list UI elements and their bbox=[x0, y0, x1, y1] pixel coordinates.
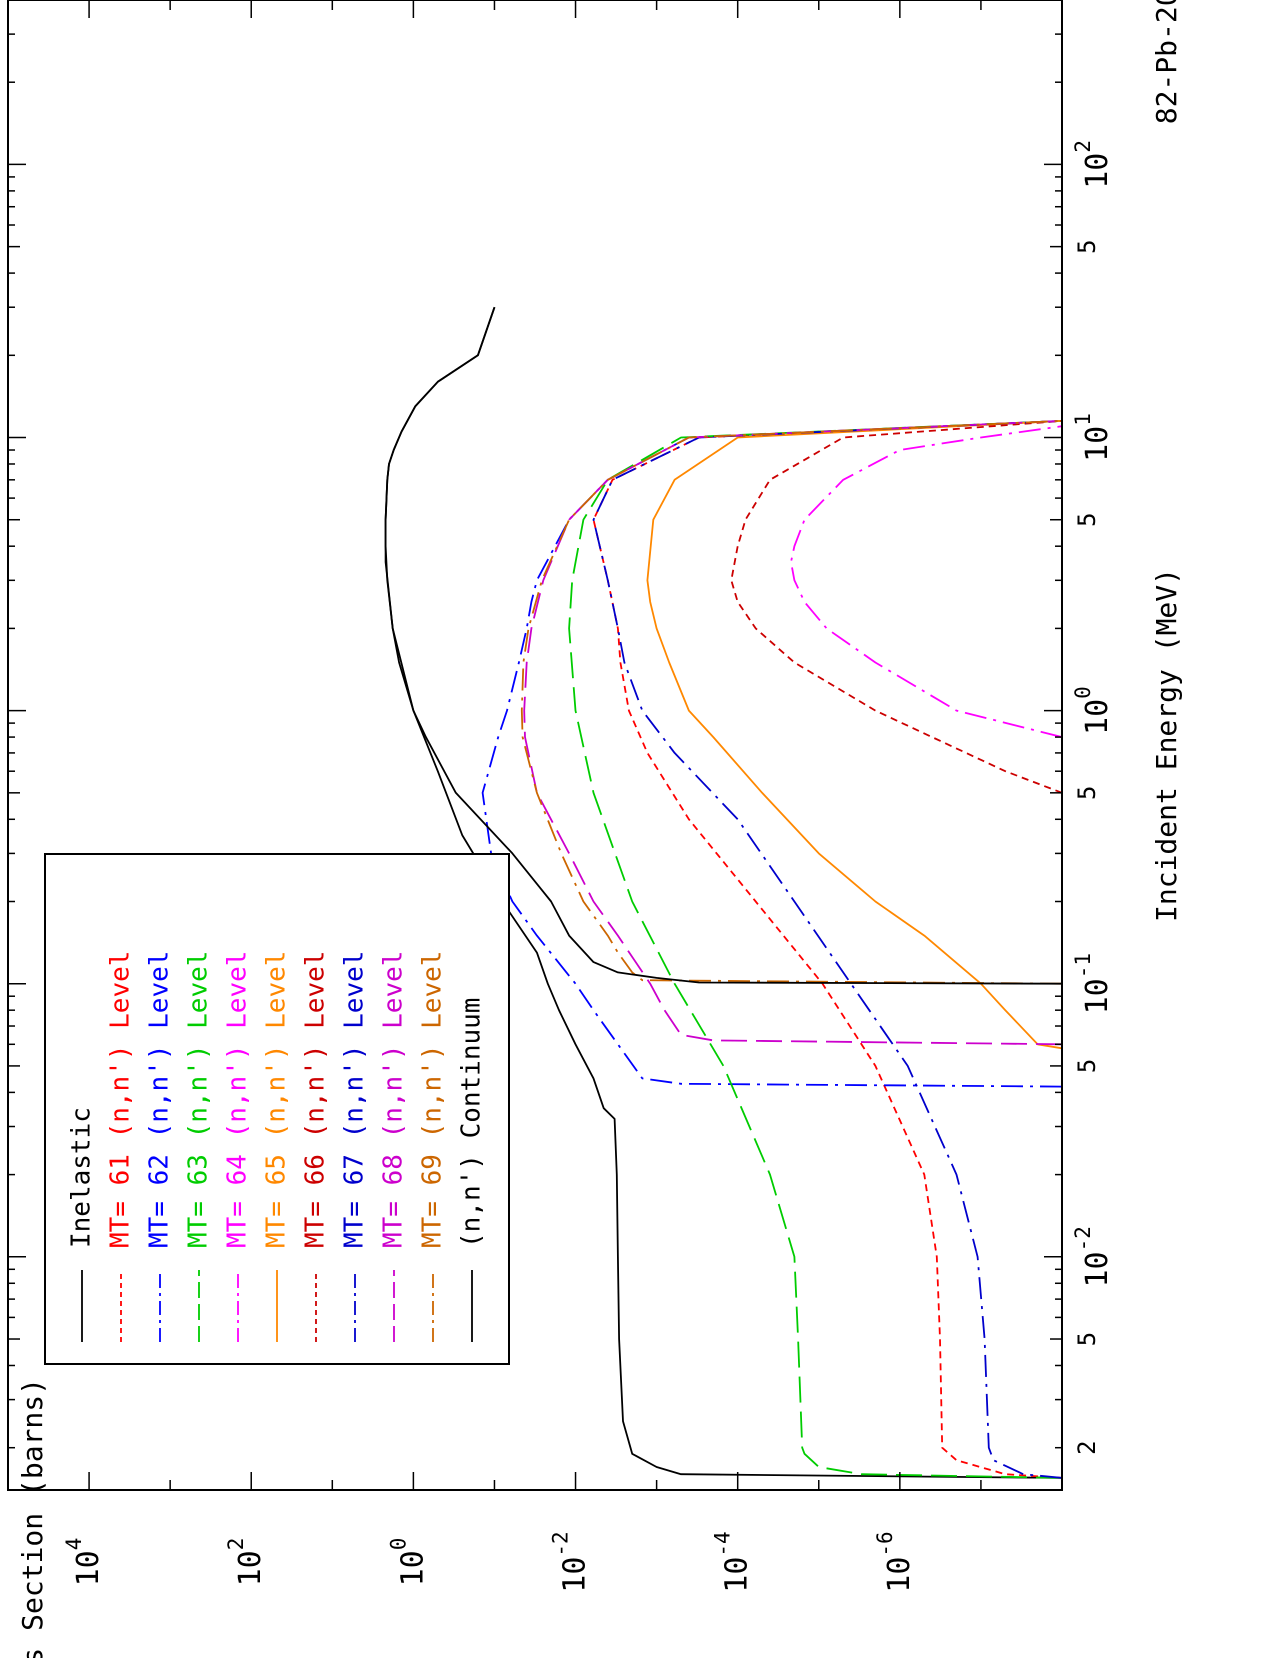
series-layer bbox=[384, 306, 1062, 1479]
y-tick-label: 100 bbox=[386, 1538, 430, 1587]
legend-entry-label: MT= 63 (n,n') Level bbox=[184, 951, 214, 1248]
x-tick-label: 2 bbox=[1073, 1440, 1101, 1454]
x-tick-label: 5 bbox=[1073, 239, 1101, 253]
text-layer: 2 5 10-2 5 10-1 5 100 5 101 5 102 104 102 100 10-2 10-4… bbox=[16, 0, 1183, 1658]
y-tick-label: 10-4 bbox=[711, 1531, 755, 1592]
legend-entry-label: MT= 65 (n,n') Level bbox=[262, 951, 292, 1248]
series-line-10 bbox=[520, 420, 1062, 985]
legend: Inelastic MT= 61 (n,n') Level MT= 62 (n,n'… bbox=[44, 853, 510, 1365]
series-line-9 bbox=[523, 420, 1062, 1046]
material-label: 82-Pb-202m bbox=[1150, 0, 1183, 124]
series-line-2 bbox=[592, 420, 1062, 1479]
x-tick-label: 5 bbox=[1073, 1332, 1101, 1346]
legend-entry-label: MT= 64 (n,n') Level bbox=[223, 951, 253, 1248]
legend-entry-label: MT= 67 (n,n') Level bbox=[340, 951, 370, 1248]
series-line-3 bbox=[481, 420, 1062, 1088]
series-line-7 bbox=[730, 420, 1062, 794]
legend-entry-label: Inelastic bbox=[67, 1107, 97, 1248]
y-axis-title: Cross Section (barns) bbox=[16, 1378, 49, 1658]
plot-border bbox=[7, 0, 1063, 1491]
legend-entry-label: MT= 62 (n,n') Level bbox=[145, 951, 175, 1248]
x-tick-label: 5 bbox=[1073, 1059, 1101, 1073]
y-tick-label: 10-2 bbox=[549, 1531, 593, 1592]
series-line-4 bbox=[568, 420, 1062, 1479]
x-tick-label: 10-1 bbox=[1071, 953, 1115, 1014]
legend-entry-label: MT= 68 (n,n') Level bbox=[379, 951, 409, 1248]
legend-entry-label: (n,n') Continuum bbox=[457, 998, 487, 1248]
y-tick-label: 104 bbox=[62, 1538, 106, 1587]
series-line-6 bbox=[646, 420, 1062, 1050]
plot-frame bbox=[7, 0, 1063, 1491]
x-tick-label: 102 bbox=[1071, 140, 1115, 189]
x-axis-title: Incident Energy (MeV) bbox=[1150, 568, 1183, 922]
series-line-11 bbox=[384, 306, 1062, 985]
x-tick-label: 100 bbox=[1071, 686, 1115, 735]
x-tick-label: 10-2 bbox=[1071, 1226, 1115, 1287]
series-line-8 bbox=[592, 420, 1062, 1479]
legend-entry-label: MT= 61 (n,n') Level bbox=[106, 951, 136, 1248]
series-line-5 bbox=[790, 425, 1062, 738]
y-tick-label: 102 bbox=[224, 1538, 268, 1587]
x-tick-label: 5 bbox=[1073, 786, 1101, 800]
legend-entry-label: MT= 69 (n,n') Level bbox=[418, 951, 448, 1248]
x-tick-label: 101 bbox=[1071, 413, 1115, 462]
y-tick-label: 10-6 bbox=[873, 1531, 917, 1592]
legend-entry-label: MT= 66 (n,n') Level bbox=[301, 951, 331, 1248]
x-tick-label: 5 bbox=[1073, 512, 1101, 526]
